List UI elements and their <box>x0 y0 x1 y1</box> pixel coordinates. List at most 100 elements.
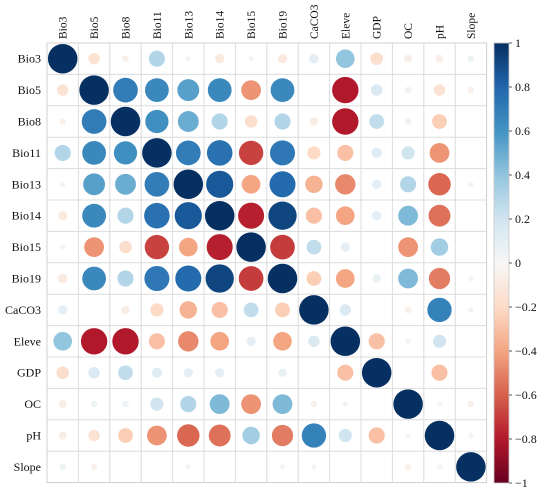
row-label-Bio19: Bio19 <box>12 272 41 286</box>
colorbar-tick-label: 0.4 <box>515 168 530 182</box>
corr-circle-Bio3-Bio11 <box>148 50 165 67</box>
corr-circle-Bio3-OC <box>404 54 412 63</box>
corr-circle-CaCO3-Bio14 <box>211 301 228 318</box>
column-label-Bio5: Bio5 <box>89 16 101 39</box>
corr-circle-CaCO3-Eleve <box>339 304 352 316</box>
row-label-Bio8: Bio8 <box>18 115 41 129</box>
row-label-CaCO3: CaCO3 <box>5 303 41 317</box>
corr-circle-Bio11-Bio14 <box>206 140 233 166</box>
corr-circle-Bio5-Bio14 <box>207 78 232 102</box>
colorbar-tick-label: 0 <box>515 256 521 270</box>
column-label-Eleve: Eleve <box>340 13 352 39</box>
colorbar-tick-label: 0.6 <box>515 124 530 138</box>
corr-circle-Eleve-Bio8 <box>112 328 139 355</box>
corr-circle-Bio11-Bio11 <box>142 138 172 168</box>
corr-circle-Bio3-Bio8 <box>122 55 129 62</box>
corr-circle-Bio3-CaCO3 <box>309 54 319 64</box>
corr-circle-CaCO3-Bio15 <box>243 302 259 318</box>
corr-circle-Bio3-GDP <box>370 52 383 65</box>
column-labels: Bio3 Bio5 Bio8 Bio11 Bio13 Bio14 Bio15 Bio19 CaC… <box>58 4 478 39</box>
corr-circle-Bio5-OC <box>404 86 412 94</box>
column-label-CaCO3: CaCO3 <box>309 4 321 39</box>
corr-circle-Bio3-Bio14 <box>215 54 225 64</box>
corr-circle-Eleve-Bio11 <box>148 333 165 350</box>
row-label-Slope: Slope <box>14 460 41 474</box>
corr-circle-Bio19-Bio3 <box>58 273 68 284</box>
corr-circle-Bio19-CaCO3 <box>306 271 322 286</box>
corr-circle-Bio3-Slope <box>467 55 475 62</box>
corr-circle-Bio14-Bio14 <box>204 200 235 231</box>
corr-circle-Bio14-GDP <box>372 211 382 221</box>
corr-circle-OC-Bio8 <box>122 400 129 408</box>
corr-circle-Bio11-OC <box>401 146 415 160</box>
corr-circle-Slope-Bio3 <box>59 463 66 471</box>
corr-circle-Slope-pH <box>436 464 443 470</box>
corr-circle-Eleve-Bio5 <box>80 328 108 355</box>
row-label-OC: OC <box>24 397 41 411</box>
corr-circle-Bio19-Eleve <box>335 269 355 288</box>
corr-circle-Bio5-Bio3 <box>56 84 69 96</box>
corr-circle-GDP-pH <box>431 364 448 381</box>
corr-circle-pH-Bio14 <box>208 424 231 447</box>
corr-circle-Bio14-Bio13 <box>174 202 202 230</box>
corr-circle-pH-Bio5 <box>88 429 100 442</box>
corr-circle-Bio8-Bio14 <box>211 113 228 130</box>
corr-circle-OC-Slope <box>467 400 475 408</box>
corr-circle-Bio8-Eleve <box>332 108 359 135</box>
colorbar-tick-label: 0.8 <box>515 80 530 94</box>
column-label-Bio8: Bio8 <box>121 16 133 39</box>
corr-circle-Bio14-Bio3 <box>58 211 68 221</box>
corr-circle-pH-Eleve <box>338 428 352 443</box>
corr-circle-GDP-GDP <box>361 357 392 388</box>
colorbar-tick-label: −0.8 <box>515 432 537 446</box>
corr-circle-Bio14-Bio19 <box>268 201 297 230</box>
corr-circle-Bio15-pH <box>430 238 449 256</box>
corr-circle-Bio13-Bio5 <box>83 173 106 196</box>
row-label-pH: pH <box>26 429 41 443</box>
corr-circle-GDP-Eleve <box>337 364 354 381</box>
corr-circle-Bio14-pH <box>428 204 451 227</box>
corr-circle-Bio15-Bio3 <box>60 244 66 250</box>
row-label-Bio15: Bio15 <box>12 240 41 254</box>
corr-circle-OC-Bio13 <box>180 396 197 413</box>
corr-circle-Bio8-Bio8 <box>110 106 141 137</box>
corr-circle-CaCO3-Bio8 <box>121 305 130 315</box>
colorbar-tick-label: 0.2 <box>515 212 530 226</box>
corr-circle-GDP-Bio13 <box>183 368 193 378</box>
column-label-pH: pH <box>435 25 447 39</box>
corr-circle-Bio19-OC <box>398 268 418 289</box>
corr-circle-Bio19-Bio11 <box>144 265 170 292</box>
column-label-Bio11: Bio11 <box>152 11 164 39</box>
corr-circle-Bio19-pH <box>428 267 451 290</box>
row-label-Bio14: Bio14 <box>12 209 41 223</box>
corr-circle-Bio14-OC <box>398 205 418 226</box>
row-label-Bio13: Bio13 <box>12 177 41 191</box>
corr-circle-OC-Bio15 <box>241 394 261 414</box>
corr-circle-Bio5-Bio5 <box>79 75 109 105</box>
corr-circle-OC-pH <box>436 401 443 407</box>
corr-circle-GDP-Bio11 <box>151 367 163 378</box>
corr-circle-Eleve-Bio3 <box>53 331 73 351</box>
corr-circle-Bio3-Bio15 <box>248 56 254 62</box>
corr-circle-Bio8-CaCO3 <box>309 117 319 126</box>
colorbar: 1 0.8 0.6 0.4 0.2 0 −0.2 −0.4 −0.6 −0.8 −1 <box>493 36 537 490</box>
corr-circle-Bio13-CaCO3 <box>305 175 323 194</box>
corr-circle-Bio3-Bio3 <box>47 43 78 74</box>
corr-circle-Slope-Bio19 <box>279 464 286 470</box>
corr-circle-OC-Bio3 <box>58 400 67 408</box>
corr-circle-pH-GDP <box>368 427 385 444</box>
corr-circle-Bio13-Eleve <box>335 174 356 195</box>
corr-circle-Bio13-OC <box>400 176 417 193</box>
corr-circle-Bio3-pH <box>435 54 444 63</box>
colorbar-tick-label: −1 <box>515 476 528 490</box>
colorbar-tick-label: 1 <box>515 36 521 50</box>
corr-circle-Bio5-Slope <box>467 86 475 94</box>
corr-circle-Bio11-Bio5 <box>82 141 106 165</box>
corr-circle-Bio19-Bio8 <box>117 270 134 287</box>
corr-circle-pH-OC <box>405 432 411 439</box>
corr-circle-Slope-Bio13 <box>185 464 191 470</box>
column-label-Bio13: Bio13 <box>183 11 195 39</box>
corr-circle-pH-Bio3 <box>58 431 67 440</box>
